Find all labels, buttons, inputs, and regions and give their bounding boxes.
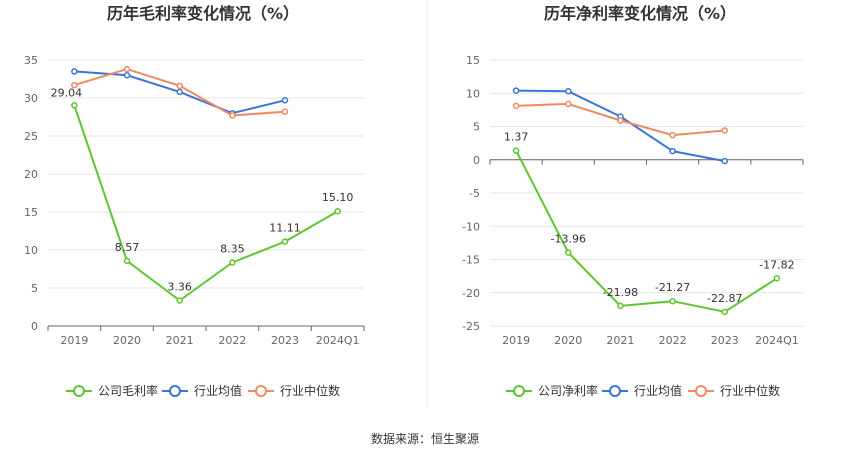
left-series-point (123, 71, 131, 79)
left-x-tick-label: 2022 (218, 334, 246, 347)
right-y-tick-label: 0 (473, 154, 480, 167)
right-series-point (512, 147, 520, 154)
right-legend-label: 公司净利率 (538, 383, 598, 398)
right-legend-marker (513, 385, 525, 397)
right-x-tick-label: 2021 (606, 334, 634, 347)
right-series-point (721, 157, 728, 165)
left-y-tick-label: 0 (31, 320, 38, 333)
left-series-line-0 (73, 104, 339, 302)
right-series-point (617, 302, 624, 310)
left-y-tick-label: 25 (24, 130, 38, 143)
left-x-tick-label: 2020 (113, 334, 141, 347)
left-data-label: 3.36 (167, 280, 192, 293)
left-y-tick-label: 30 (24, 92, 38, 105)
left-y-tick-label: 35 (24, 54, 38, 67)
right-y-tick-label: -5 (469, 187, 480, 200)
left-y-tick-label: 5 (31, 282, 38, 295)
right-legend-label: 行业均值 (634, 383, 682, 398)
right-x-tick-label: 2024Q1 (755, 334, 799, 347)
left-chart-title: 历年毛利率变化情况（%） (107, 4, 299, 23)
right-data-label: -17.82 (759, 258, 794, 271)
right-x-tick-label: 2022 (659, 334, 687, 347)
left-legend-label: 行业均值 (194, 383, 242, 398)
left-series-point (71, 81, 78, 89)
right-series-point (721, 127, 728, 134)
left-x-tick-label: 2023 (271, 334, 299, 347)
right-legend-marker (695, 385, 707, 397)
right-data-label: -21.98 (603, 286, 638, 299)
left-x-tick-label: 2024Q1 (316, 334, 360, 347)
right-series-point (721, 308, 728, 316)
left-legend-marker (255, 385, 267, 397)
left-series-point (281, 238, 289, 245)
left-legend-marker (73, 385, 85, 397)
left-series-point (176, 88, 183, 96)
right-x-tick-label: 2019 (502, 334, 530, 347)
left-series-point (229, 112, 236, 119)
right-series-point (669, 297, 676, 305)
right-series-point (669, 131, 676, 139)
left-series-point (123, 257, 131, 265)
right-legend-label: 行业中位数 (720, 383, 780, 398)
right-y-tick-label: -20 (462, 287, 480, 300)
left-x-tick-label: 2021 (166, 334, 194, 347)
left-series-point (281, 108, 289, 115)
left-series-point (123, 65, 131, 73)
left-legend-label: 公司毛利率 (98, 383, 158, 398)
right-data-label: -22.87 (707, 292, 742, 305)
right-series-line-0 (515, 150, 778, 313)
left-data-label: 15.10 (322, 191, 354, 204)
right-series-point (512, 102, 520, 110)
right-chart-title: 历年净利率变化情况（%） (544, 4, 736, 23)
left-series-point (176, 82, 183, 90)
right-x-tick-label: 2020 (554, 334, 582, 347)
right-y-tick-label: 5 (473, 121, 480, 134)
right-data-label: -13.96 (551, 233, 586, 246)
source-text: 数据来源：恒生聚源 (371, 431, 479, 446)
right-x-tick-label: 2023 (711, 334, 739, 347)
left-series-point (229, 259, 236, 266)
left-data-label: 8.35 (220, 243, 245, 256)
right-y-tick-label: -25 (462, 320, 480, 333)
right-series-point (773, 275, 781, 282)
left-series-point (71, 102, 78, 109)
right-series-point (512, 87, 520, 94)
right-series-point (565, 249, 572, 256)
right-data-label: -21.27 (655, 281, 690, 294)
left-y-tick-label: 20 (24, 168, 38, 181)
right-series-point (565, 100, 572, 108)
left-y-tick-label: 10 (24, 244, 38, 257)
left-data-label: 29.04 (51, 86, 83, 99)
left-data-label: 11.11 (269, 222, 301, 235)
right-legend-marker (609, 385, 621, 397)
left-series-point (71, 68, 78, 75)
left-series-point (281, 97, 289, 104)
left-legend-label: 行业中位数 (280, 383, 340, 398)
left-data-label: 8.57 (115, 241, 140, 254)
right-data-label: 1.37 (504, 131, 529, 144)
right-y-tick-label: -15 (462, 254, 480, 267)
left-x-tick-label: 2019 (60, 334, 88, 347)
left-series-point (334, 207, 341, 215)
right-series-point (617, 117, 624, 124)
right-series-line-1 (516, 89, 725, 163)
right-y-tick-label: 10 (466, 87, 480, 100)
right-series-point (669, 147, 676, 155)
left-legend-marker (169, 385, 181, 397)
left-y-tick-label: 15 (24, 206, 38, 219)
right-series-point (565, 88, 572, 95)
right-y-tick-label: 15 (466, 54, 480, 67)
right-y-tick-label: -10 (462, 220, 480, 233)
left-series-point (176, 297, 183, 304)
